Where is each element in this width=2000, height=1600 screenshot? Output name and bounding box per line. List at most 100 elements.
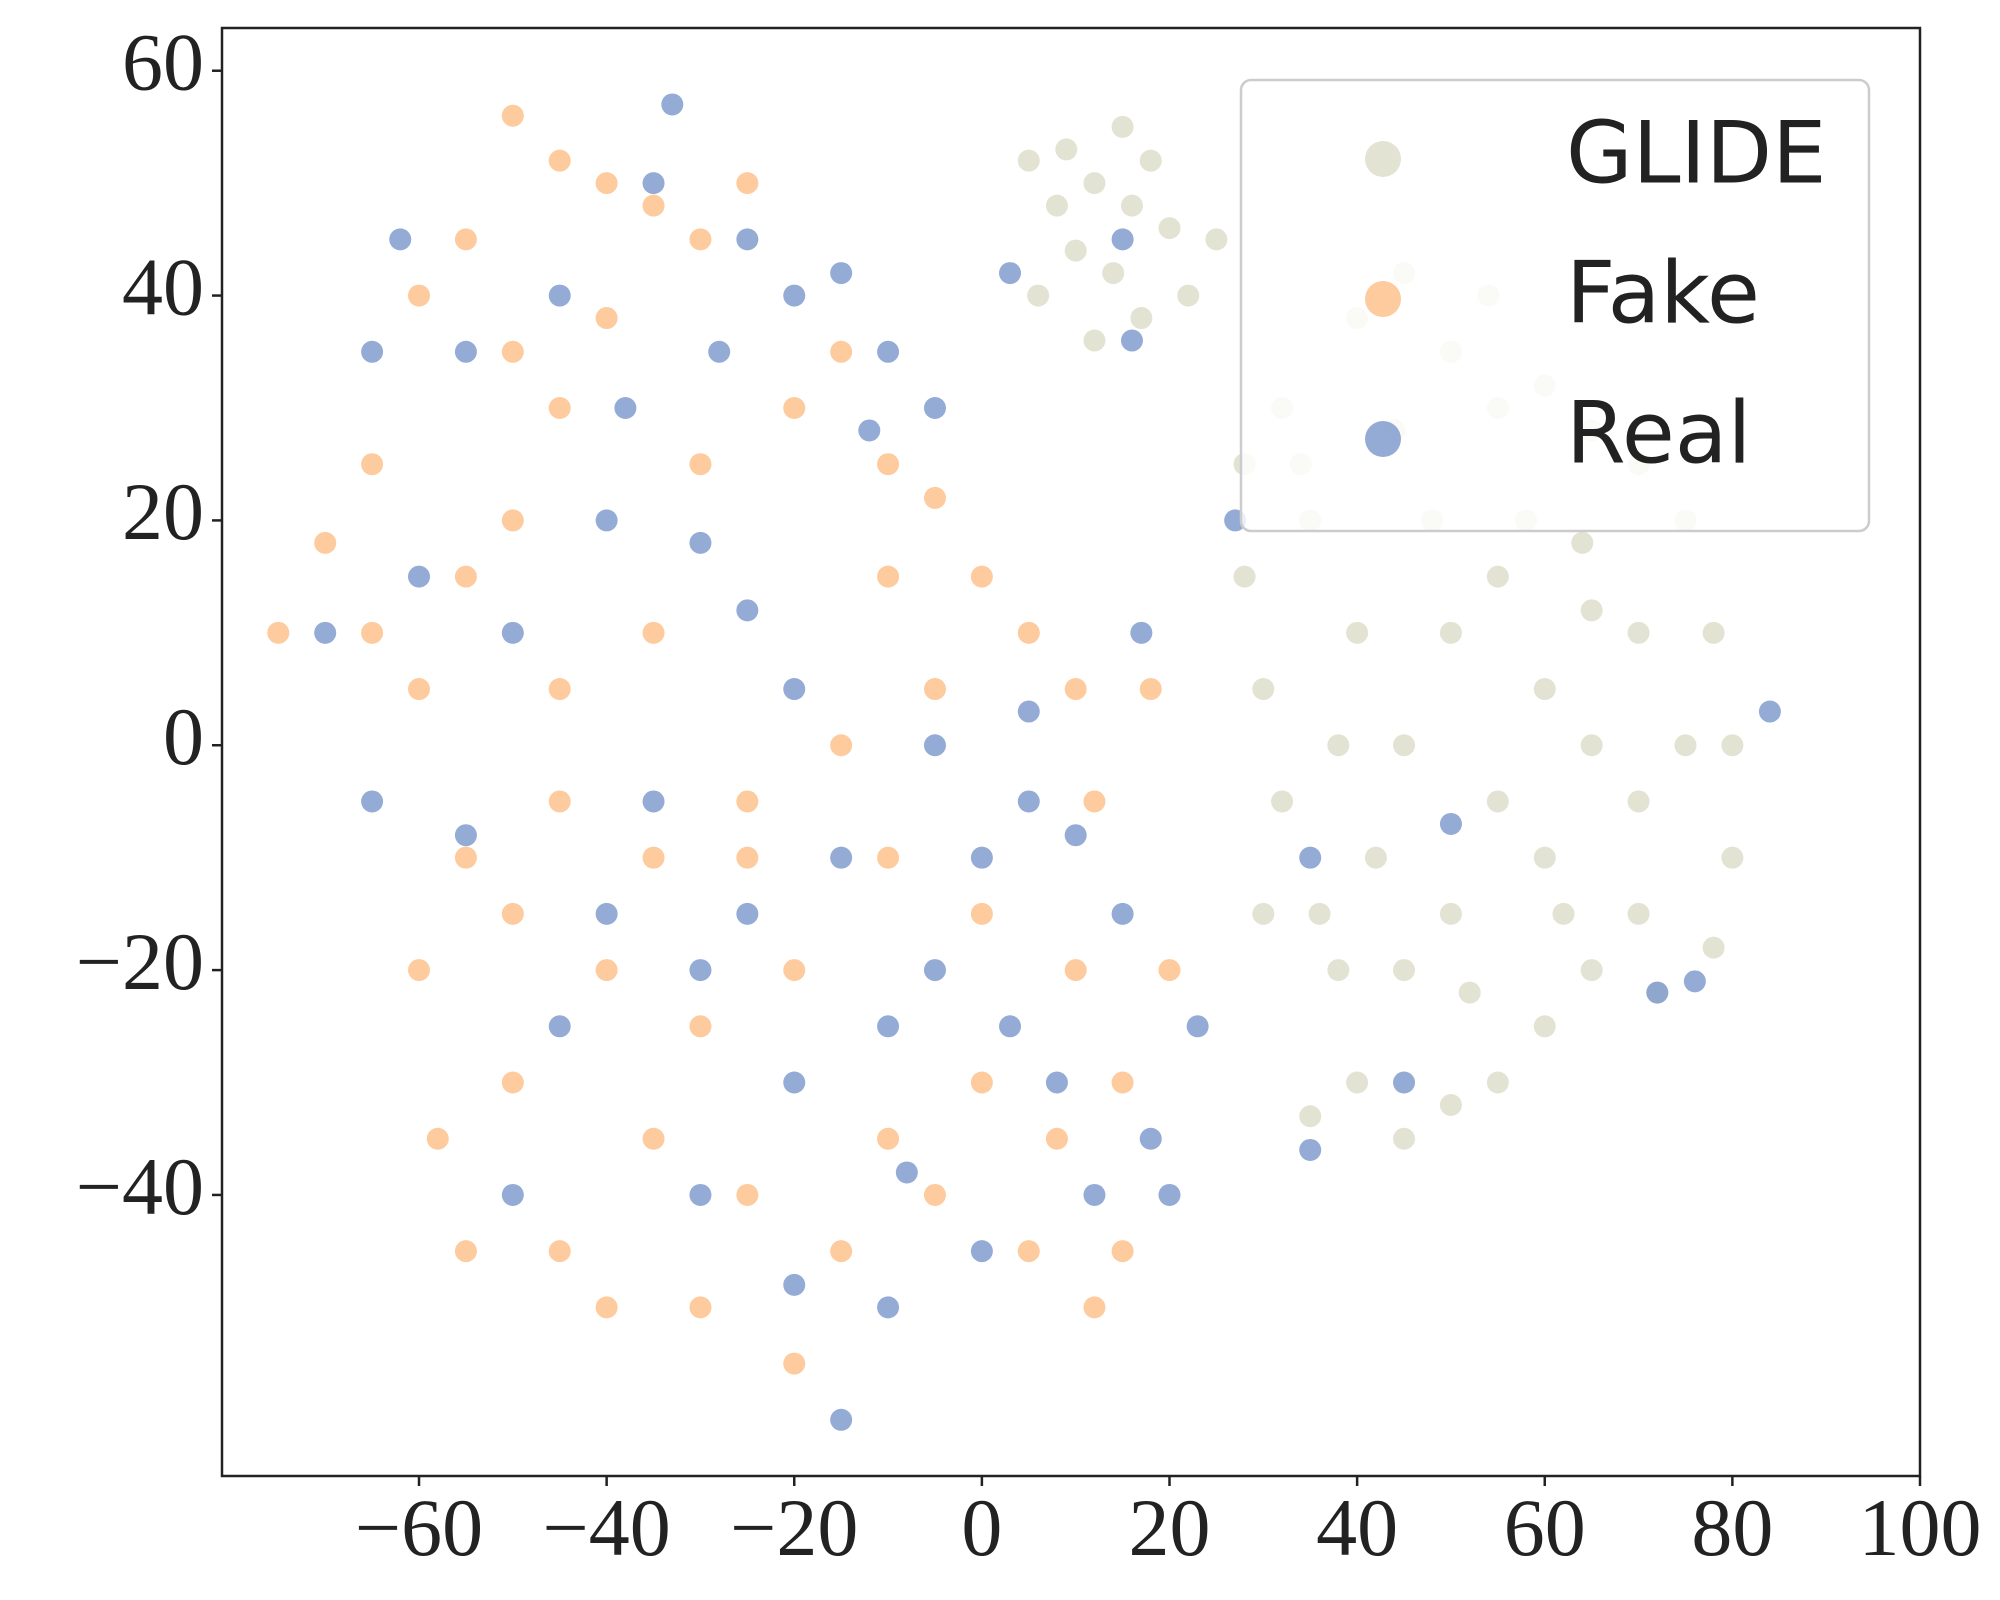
x-tick-label: 80: [1691, 1482, 1773, 1573]
point: [1486, 790, 1509, 813]
point: [830, 1408, 853, 1431]
point: [501, 621, 524, 644]
point: [689, 959, 712, 982]
point: [689, 1183, 712, 1206]
point: [548, 1240, 571, 1263]
point: [1045, 1127, 1068, 1150]
point: [999, 1015, 1022, 1038]
point: [1017, 790, 1040, 813]
point: [1721, 846, 1744, 869]
point: [1439, 621, 1462, 644]
legend: GLIDE Fake Real: [1239, 78, 1871, 533]
point: [923, 396, 946, 419]
point: [923, 1183, 946, 1206]
point: [783, 396, 806, 419]
point: [736, 599, 759, 622]
y-tick-label: 40: [122, 241, 204, 332]
point: [454, 1240, 477, 1263]
point: [877, 1015, 900, 1038]
point: [267, 621, 290, 644]
point: [783, 1071, 806, 1094]
point: [1027, 284, 1050, 307]
point: [454, 824, 477, 847]
point: [970, 1240, 993, 1263]
point: [1580, 959, 1603, 982]
point: [454, 565, 477, 588]
point: [501, 1071, 524, 1094]
point: [389, 228, 412, 251]
point: [361, 790, 384, 813]
point: [1364, 846, 1387, 869]
point: [689, 1296, 712, 1319]
legend-label: Real: [1566, 383, 1751, 483]
point: [1130, 621, 1153, 644]
point: [548, 790, 571, 813]
point: [1083, 329, 1106, 352]
point: [736, 1183, 759, 1206]
point: [642, 621, 665, 644]
point: [1393, 1071, 1416, 1094]
point: [1252, 678, 1275, 701]
point: [595, 307, 618, 330]
point: [548, 396, 571, 419]
point: [1486, 1071, 1509, 1094]
point: [1064, 959, 1087, 982]
point: [642, 172, 665, 195]
point: [1139, 678, 1162, 701]
point: [454, 846, 477, 869]
point: [877, 565, 900, 588]
point: [736, 228, 759, 251]
point: [1533, 846, 1556, 869]
point: [1721, 734, 1744, 757]
point: [1083, 790, 1106, 813]
point: [1533, 1015, 1556, 1038]
point: [1017, 1240, 1040, 1263]
point: [1205, 228, 1228, 251]
point: [1346, 1071, 1369, 1094]
point: [595, 959, 618, 982]
point: [923, 734, 946, 757]
point: [877, 453, 900, 476]
legend-label: Fake: [1566, 243, 1760, 343]
point: [1158, 1183, 1181, 1206]
point: [1580, 734, 1603, 757]
point: [1458, 981, 1481, 1004]
point: [548, 149, 571, 172]
point: [999, 262, 1022, 285]
point: [314, 621, 337, 644]
point: [642, 1127, 665, 1150]
point: [1064, 239, 1087, 262]
point: [1327, 959, 1350, 982]
point: [1439, 1094, 1462, 1117]
point: [501, 104, 524, 127]
point: [1017, 149, 1040, 172]
point: [1674, 734, 1697, 757]
point: [1393, 959, 1416, 982]
x-tick-label: 20: [1129, 1482, 1211, 1573]
point: [548, 678, 571, 701]
point: [923, 678, 946, 701]
point: [1683, 970, 1706, 993]
point: [736, 846, 759, 869]
series: [314, 93, 1781, 1431]
point: [1271, 790, 1294, 813]
point: [1393, 1127, 1416, 1150]
point: [1139, 1127, 1162, 1150]
point: [923, 959, 946, 982]
y-tick-label: 60: [122, 17, 204, 108]
point: [1233, 565, 1256, 588]
point: [595, 1296, 618, 1319]
x-tick-label: 0: [961, 1482, 1002, 1573]
point: [361, 453, 384, 476]
point: [408, 959, 431, 982]
point: [1627, 902, 1650, 925]
point: [783, 1352, 806, 1375]
point: [858, 419, 881, 442]
point: [408, 284, 431, 307]
point: [1702, 936, 1725, 959]
point: [830, 262, 853, 285]
legend-marker: [1365, 141, 1401, 177]
point: [1252, 902, 1275, 925]
point: [408, 565, 431, 588]
